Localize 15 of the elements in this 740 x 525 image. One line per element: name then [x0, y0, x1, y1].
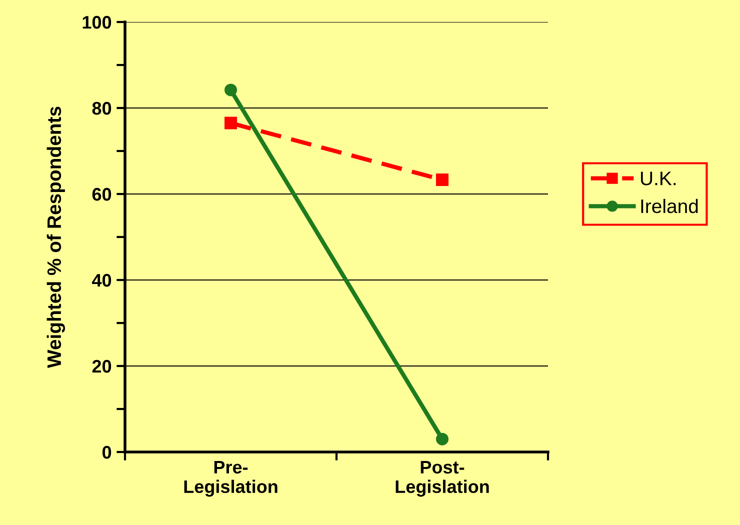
y-tick-label: 20: [92, 360, 112, 373]
point: [436, 174, 448, 186]
y-axis-title: Weighted % of Respondents: [46, 106, 66, 368]
y-tick-label: 80: [92, 102, 112, 115]
point: [436, 432, 448, 446]
legend-label: U.K.: [640, 172, 676, 186]
y-tick-label: 0: [102, 446, 112, 459]
legend-label: Ireland: [641, 198, 698, 214]
point: [224, 84, 237, 96]
y-tick-label: 40: [92, 274, 112, 287]
y-tick-label: 100: [82, 16, 112, 29]
point: [224, 116, 237, 130]
y-tick-label: 60: [92, 188, 112, 201]
x-tick-label: Post- Legislation: [396, 460, 489, 497]
x-tick-label: Pre- Legislation: [184, 460, 278, 497]
